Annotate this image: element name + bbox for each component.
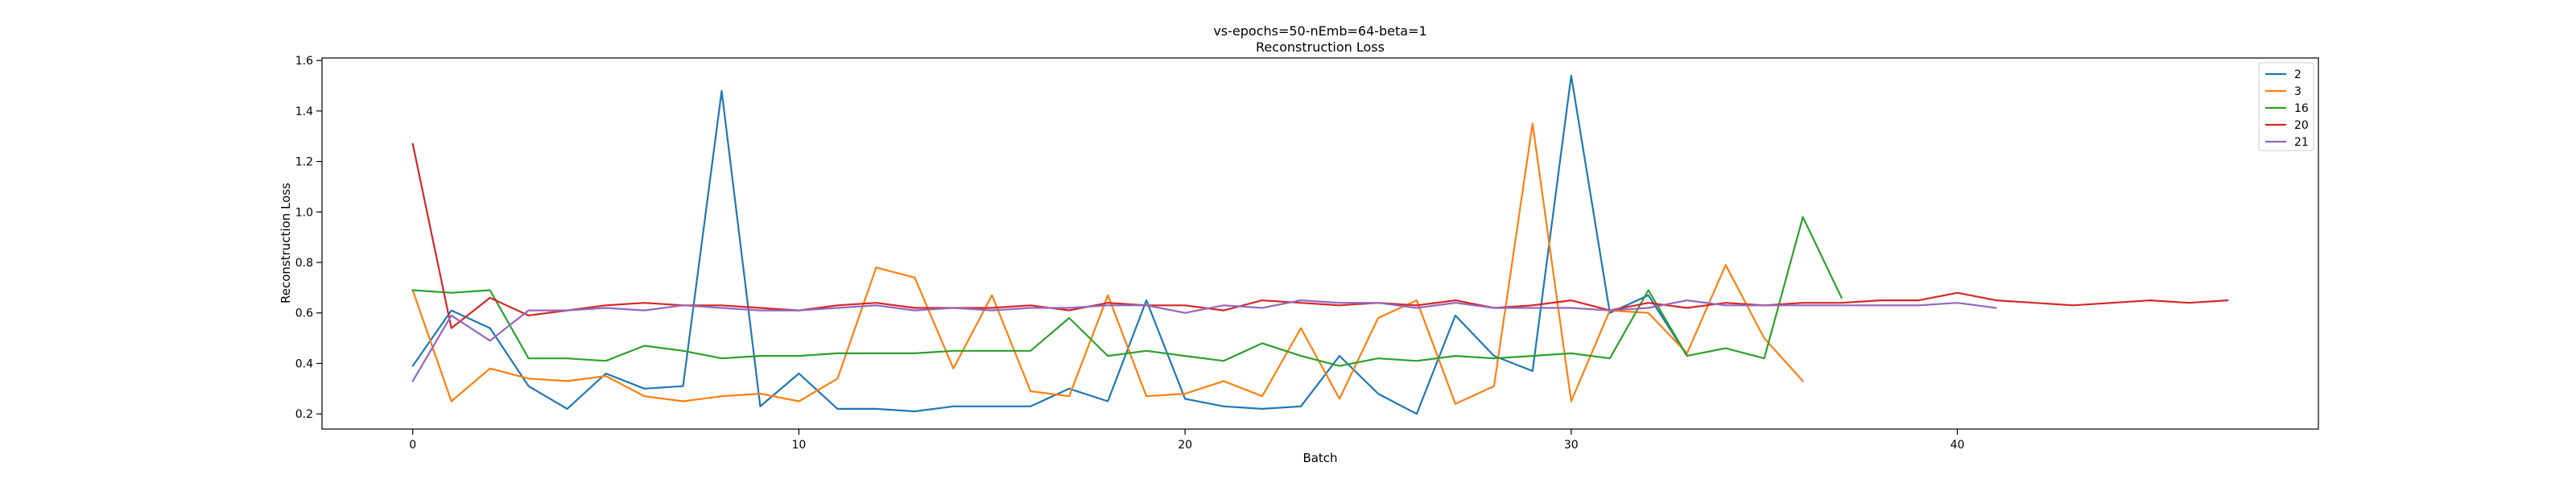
series-line-16 [411, 216, 1843, 367]
x-tick-label: 20 [1178, 439, 1192, 452]
x-tick-label: 40 [1951, 439, 1965, 452]
legend: 2 3 16 20 21 [2258, 62, 2314, 151]
series-line-2 [411, 74, 1688, 415]
x-tick-label: 10 [792, 439, 807, 452]
y-tick-label: 0.4 [295, 357, 313, 370]
x-tick-label: 30 [1564, 439, 1579, 452]
chart-title-line-1: vs-epochs=50-nEmb=64-beta=1 [1213, 23, 1426, 39]
series-line-21 [411, 299, 1997, 382]
x-tick-label: 0 [409, 439, 416, 452]
y-axis-label: Reconstruction Loss [279, 183, 293, 303]
series-layer [411, 74, 2229, 415]
y-tick-label: 1.4 [295, 105, 313, 118]
y-tick-label: 1.0 [295, 206, 313, 219]
chart-title-line-2: Reconstruction Loss [1256, 39, 1385, 55]
legend-frame [2258, 62, 2314, 151]
y-tick-label: 0.6 [295, 308, 313, 320]
plot-area [321, 57, 2319, 430]
legend-label-3: 3 [2294, 85, 2301, 98]
y-tick-label: 1.6 [295, 55, 313, 68]
series-line-20 [411, 142, 2229, 329]
y-tick-label: 1.2 [295, 156, 313, 169]
x-axis: 0 10 20 30 40 [409, 429, 1964, 452]
y-tick-label: 0.8 [295, 257, 313, 270]
legend-label-2: 2 [2294, 68, 2301, 81]
series-line-3 [411, 122, 1804, 405]
legend-label-20: 20 [2294, 119, 2309, 132]
y-tick-label: 0.2 [295, 408, 313, 421]
legend-label-16: 16 [2294, 102, 2309, 115]
y-axis: 0.2 0.4 0.6 0.8 1.0 1.2 1.4 1.6 [295, 55, 322, 421]
plot-frame [321, 57, 2319, 430]
x-axis-label: Batch [1302, 451, 1337, 465]
legend-label-21: 21 [2294, 136, 2309, 149]
